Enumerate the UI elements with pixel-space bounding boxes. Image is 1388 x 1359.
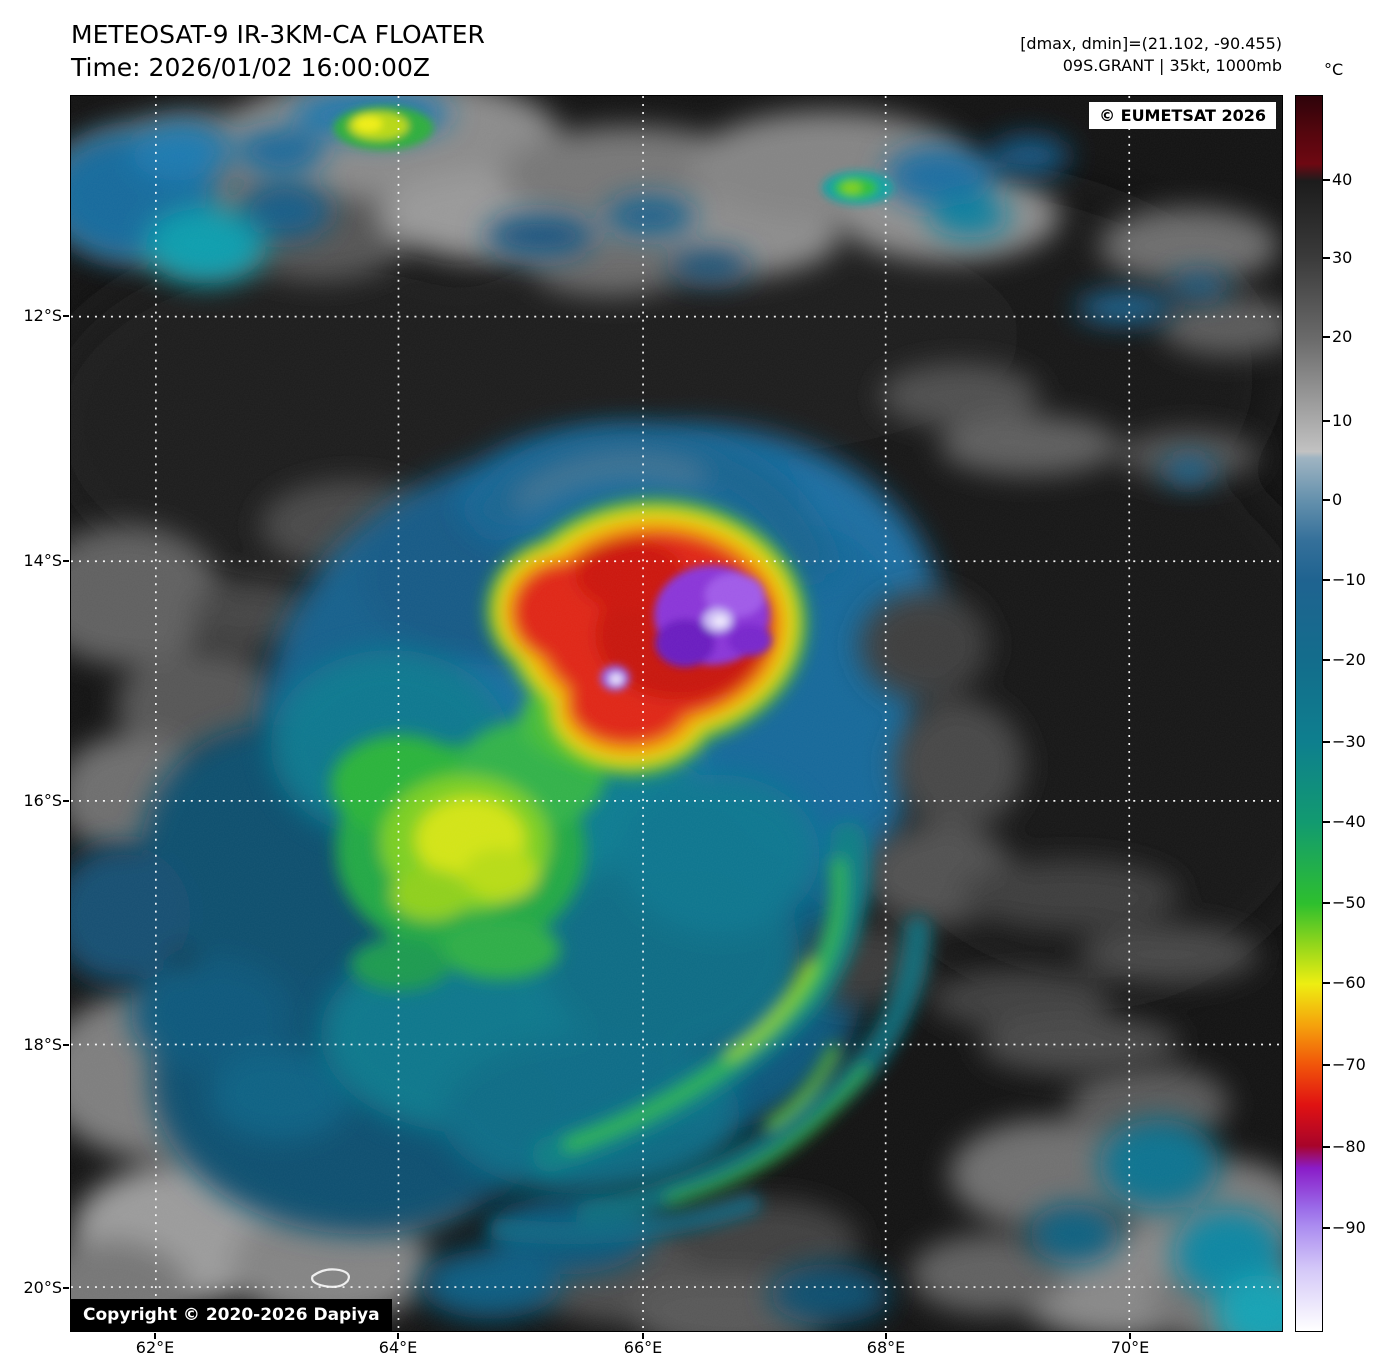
axis-tick [397, 1333, 399, 1339]
colorbar-tick-label: 40 [1322, 170, 1353, 189]
colorbar-tick-label: −60 [1323, 973, 1366, 992]
satellite-imagery [71, 96, 1282, 1331]
colorbar-tick-label: 0 [1322, 490, 1343, 509]
noise-texture [71, 96, 1282, 1331]
colorbar-tick-label: −30 [1323, 732, 1366, 751]
colorbar-tick-label: 30 [1322, 248, 1353, 267]
lon-label-68e: 68°E [866, 1338, 906, 1357]
lat-label-14s: 14°S [23, 551, 62, 570]
eumetsat-badge: © EUMETSAT 2026 [1089, 102, 1276, 129]
colorbar-tick-label: 20 [1322, 327, 1353, 346]
lon-label-64e: 64°E [378, 1338, 418, 1357]
axis-tick [63, 800, 69, 802]
copyright-badge: Copyright © 2020-2026 Dapiya [71, 1299, 392, 1331]
axis-tick [154, 1333, 156, 1339]
axis-tick [885, 1333, 887, 1339]
colorbar-tick-label: −20 [1323, 650, 1366, 669]
colorbar-tick-label: −90 [1323, 1218, 1366, 1237]
lon-label-62e: 62°E [135, 1338, 175, 1357]
product-time: Time: 2026/01/02 16:00:00Z [71, 53, 430, 82]
lat-label-16s: 16°S [23, 791, 62, 810]
colorbar-unit-label: °C [1324, 60, 1344, 79]
colorbar-tick-label: −10 [1323, 570, 1366, 589]
colorbar-tick-label: −80 [1323, 1137, 1366, 1156]
lat-label-12s: 12°S [23, 306, 62, 325]
satellite-map: © EUMETSAT 2026 Copyright © 2020-2026 Da… [70, 95, 1283, 1332]
axis-tick [1129, 1333, 1131, 1339]
lat-label-20s: 20°S [23, 1278, 62, 1297]
axis-tick [63, 560, 69, 562]
lat-label-18s: 18°S [23, 1035, 62, 1054]
colorbar [1295, 95, 1323, 1332]
lon-label-66e: 66°E [623, 1338, 663, 1357]
colorbar-tick-label: −50 [1323, 893, 1366, 912]
colorbar-tick-label: 10 [1322, 411, 1353, 430]
axis-tick [63, 315, 69, 317]
header-info: [dmax, dmin]=(21.102, -90.455) 09S.GRANT… [1020, 33, 1282, 77]
colorbar-tick-label: −70 [1323, 1055, 1366, 1074]
dmax-dmin-readout: [dmax, dmin]=(21.102, -90.455) [1020, 34, 1282, 53]
colorbar-tick-label: −40 [1323, 812, 1366, 831]
storm-info: 09S.GRANT | 35kt, 1000mb [1062, 56, 1282, 75]
axis-tick [63, 1044, 69, 1046]
axis-tick [642, 1333, 644, 1339]
axis-tick [63, 1287, 69, 1289]
lon-label-70e: 70°E [1110, 1338, 1150, 1357]
product-title: METEOSAT-9 IR-3KM-CA FLOATER [71, 20, 485, 49]
